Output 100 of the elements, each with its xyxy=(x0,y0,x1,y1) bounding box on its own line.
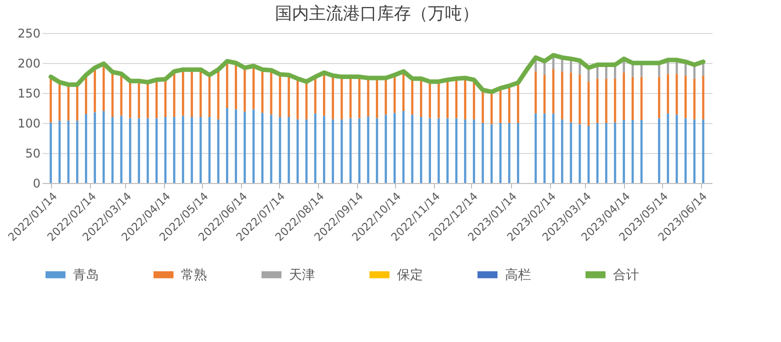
bar xyxy=(102,65,105,111)
legend-label: 天津 xyxy=(289,268,315,283)
bar xyxy=(420,117,422,183)
bar xyxy=(208,117,211,183)
bar xyxy=(120,76,122,116)
bar xyxy=(508,123,510,183)
bar xyxy=(94,112,96,183)
bar xyxy=(438,118,440,183)
bar xyxy=(190,71,193,117)
bar xyxy=(323,74,326,116)
bar xyxy=(278,76,282,117)
bar xyxy=(543,75,546,114)
bar xyxy=(270,114,272,183)
bar xyxy=(296,119,299,183)
bar xyxy=(278,117,282,183)
bar xyxy=(482,92,484,123)
bar xyxy=(226,108,228,183)
bar xyxy=(367,80,370,116)
bar xyxy=(138,118,140,183)
legend-label: 青岛 xyxy=(73,268,99,283)
bar xyxy=(332,119,334,183)
bar xyxy=(261,71,264,113)
bar xyxy=(349,78,352,118)
bar xyxy=(632,64,634,77)
chart-title: 国内主流港口库存（万吨） xyxy=(275,4,479,24)
bar xyxy=(552,113,554,183)
bar xyxy=(578,62,581,74)
bar xyxy=(693,119,696,183)
bar xyxy=(217,71,220,120)
bar xyxy=(516,123,520,183)
bar xyxy=(252,109,255,183)
bar xyxy=(561,71,564,120)
bar xyxy=(561,119,564,183)
bar xyxy=(402,111,405,183)
y-tick-label: 0 xyxy=(32,176,40,190)
bar xyxy=(676,74,678,115)
bar xyxy=(605,78,608,123)
bar xyxy=(349,118,352,183)
bar xyxy=(146,118,149,183)
bar xyxy=(676,62,678,74)
bar xyxy=(111,117,114,183)
bar xyxy=(499,123,502,183)
bar xyxy=(490,124,493,183)
bar xyxy=(552,69,554,114)
bar xyxy=(173,73,176,117)
bar xyxy=(438,83,440,118)
bar xyxy=(428,118,431,183)
bar xyxy=(76,86,78,121)
bar xyxy=(596,78,599,123)
bar xyxy=(666,74,670,114)
bar xyxy=(534,71,537,114)
bar xyxy=(552,57,554,69)
bar xyxy=(702,64,704,76)
bar xyxy=(588,126,590,183)
bar xyxy=(464,119,466,183)
bar xyxy=(58,120,61,183)
bar xyxy=(411,80,414,115)
bar xyxy=(622,120,625,183)
bar xyxy=(658,118,660,183)
bar xyxy=(155,118,158,183)
bar xyxy=(182,71,184,116)
bar xyxy=(173,117,176,183)
bar xyxy=(288,76,290,117)
bar xyxy=(208,76,211,117)
bar xyxy=(102,111,105,183)
bar xyxy=(622,72,625,120)
bar xyxy=(676,114,678,183)
bar xyxy=(384,80,387,115)
bar xyxy=(464,80,466,120)
bar xyxy=(296,80,299,120)
bar xyxy=(394,112,396,183)
bar xyxy=(244,70,246,112)
bar xyxy=(332,77,334,120)
bar xyxy=(217,119,220,183)
bar xyxy=(411,114,414,183)
bar xyxy=(658,76,660,118)
bar xyxy=(614,78,616,122)
legend-label: 保定 xyxy=(397,268,423,283)
bar xyxy=(578,74,581,124)
bar xyxy=(164,117,166,183)
bar xyxy=(164,81,166,117)
bar xyxy=(111,74,114,117)
bar xyxy=(146,84,149,118)
bar xyxy=(684,76,687,118)
bar xyxy=(605,66,608,79)
bar xyxy=(534,113,537,183)
bar xyxy=(84,114,88,183)
legend-label: 常熟 xyxy=(181,268,207,283)
bar xyxy=(50,122,52,183)
bar xyxy=(640,120,643,183)
bar xyxy=(561,59,564,72)
bar xyxy=(50,78,52,122)
bar xyxy=(570,122,572,183)
bar xyxy=(394,76,396,113)
bar xyxy=(305,83,308,120)
bar xyxy=(120,116,122,183)
y-tick-label: 250 xyxy=(18,26,40,40)
bar xyxy=(244,112,246,183)
bar xyxy=(684,118,687,183)
bar xyxy=(596,123,599,183)
